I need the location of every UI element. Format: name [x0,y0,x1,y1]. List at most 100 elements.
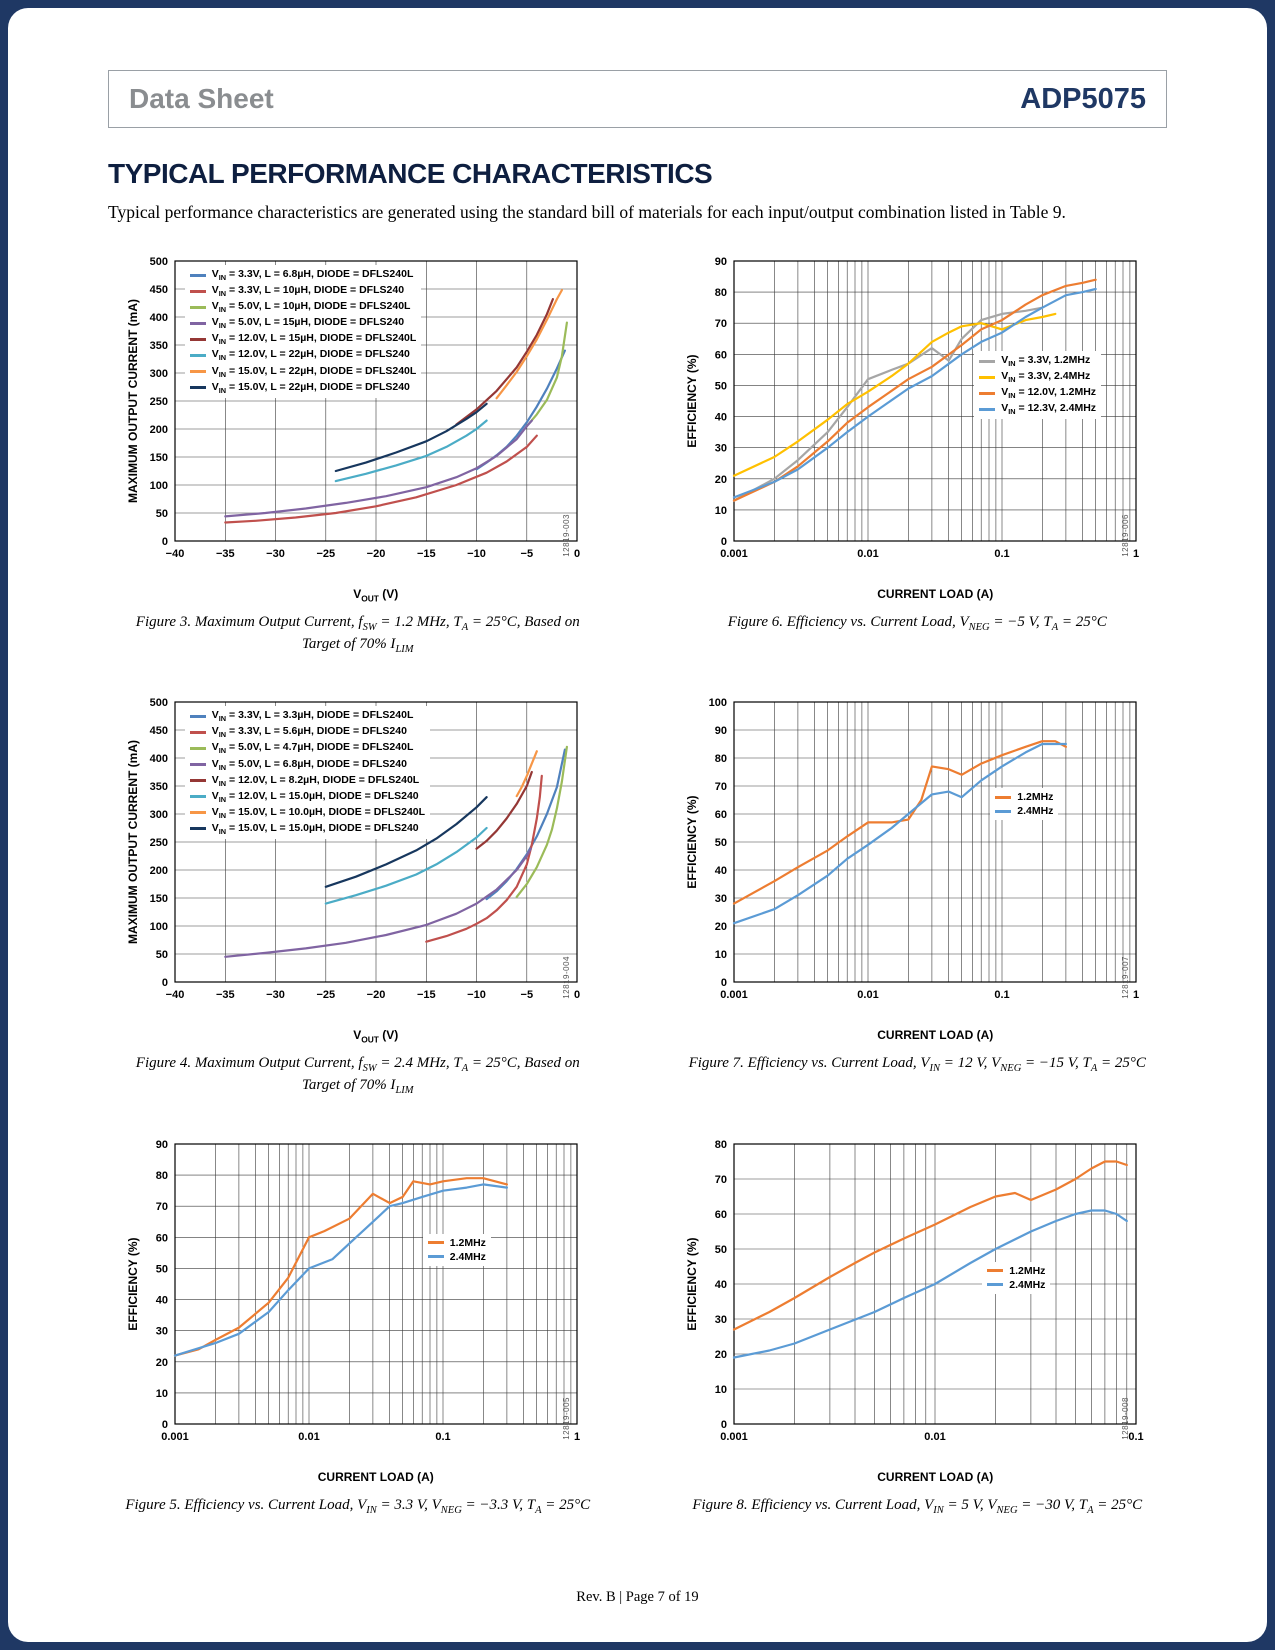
legend-item: VIN = 15.0V, L = 22µH, DIODE = DFLS240L [189,364,417,379]
svg-text:150: 150 [149,452,167,464]
intro-paragraph: Typical performance characteristics are … [108,202,1066,222]
legend-swatch [189,289,206,293]
legend-swatch [427,1255,444,1259]
svg-text:250: 250 [149,837,167,849]
legend-label: VIN = 15.0V, L = 15.0µH, DIODE = DFLS240 [211,821,419,837]
chart-legend: VIN = 3.3V, L = 3.3µH, DIODE = DFLS240L V… [184,706,431,840]
figure-3-chart: −40 −35 −30 −25 −20 −15 −10 −5 0 0 50 100 150 200 250 3… [123,251,593,603]
svg-text:20: 20 [715,1349,727,1361]
legend-label: VIN = 12.0V, L = 15µH, DIODE = DFLS240L [211,332,417,347]
legend-swatch [995,795,1012,799]
svg-text:0: 0 [162,1419,168,1431]
legend-item: VIN = 12.3V, 2.4MHz [979,402,1096,416]
legend-item: VIN = 3.3V, L = 5.6µH, DIODE = DFLS240 [189,725,425,739]
legend-label: VIN = 12.0V, 1.2MHz [1001,386,1097,401]
figure-3-caption: Figure 3. Maximum Output Current, fSW = … [135,614,580,655]
svg-text:90: 90 [715,256,727,268]
chart-svg: 0.001 0.01 0.1 0 10 20 30 40 50 60 70 80 EFFICIENCY … [685,1139,1144,1443]
svg-text:40: 40 [715,1279,727,1291]
x-axis-label: CURRENT LOAD (A) [877,1469,994,1484]
svg-text:0: 0 [721,977,727,989]
figure-id-watermark: 12819-007 [1121,955,1131,999]
legend-swatch [987,1269,1004,1273]
svg-text:−5: −5 [520,989,533,1001]
svg-text:50: 50 [156,1263,168,1275]
legend-label: 2.4MHz [449,1250,486,1263]
legend-swatch [189,386,206,390]
legend-swatch [189,370,206,374]
legend-label: VIN = 3.3V, L = 6.8µH, DIODE = DFLS240L [211,268,414,283]
legend-swatch [189,795,206,799]
legend-item: 1.2MHz [987,1265,1045,1277]
svg-text:0: 0 [721,1419,727,1431]
legend-label: VIN = 12.0V, L = 15.0µH, DIODE = DFLS240 [211,789,419,804]
svg-text:60: 60 [156,1232,168,1244]
svg-text:0.001: 0.001 [720,989,748,1001]
svg-text:50: 50 [715,380,727,392]
chart-legend: 1.2MHz 2.4MHz [990,788,1059,821]
svg-text:1: 1 [574,1431,580,1443]
svg-text:40: 40 [715,865,727,877]
figure-id-watermark: 12819-004 [561,955,571,999]
figure-7-chart: 0.001 0.01 0.1 1 0 10 20 30 40 50 60 70 80 90 100 EFFIC… [682,692,1152,1044]
svg-text:−40: −40 [165,989,184,1001]
svg-text:70: 70 [715,781,727,793]
legend-swatch [189,337,206,341]
figure-id-watermark: 12819-003 [561,514,571,557]
svg-text:0: 0 [721,536,727,548]
legend-swatch [979,359,996,363]
svg-text:90: 90 [156,1139,168,1151]
legend-swatch [189,321,206,325]
legend-label: VIN = 12.0V, L = 8.2µH, DIODE = DFLS240L [211,773,420,788]
legend-swatch [979,391,996,395]
svg-text:0.001: 0.001 [720,548,748,560]
page-footer: Rev. B | Page 7 of 19 [576,1589,699,1605]
svg-text:40: 40 [715,412,727,424]
svg-text:−20: −20 [366,989,385,1001]
section-title: TYPICAL PERFORMANCE CHARACTERISTICS [108,158,713,189]
svg-text:0.1: 0.1 [1129,1431,1144,1443]
chart-legend: VIN = 3.3V, L = 6.8µH, DIODE = DFLS240L V… [184,265,422,398]
figure-7-caption: Figure 7. Efficiency vs. Current Load, V… [688,1055,1146,1075]
svg-text:30: 30 [715,1314,727,1326]
svg-text:400: 400 [149,312,167,324]
figure-7: 0.001 0.01 0.1 1 0 10 20 30 40 50 60 70 80 90 100 EFFIC… [668,692,1168,1097]
svg-text:500: 500 [149,256,167,268]
page-header: Data Sheet ADP5075 [108,70,1167,128]
legend-label: VIN = 12.3V, 2.4MHz [1001,402,1097,417]
legend-item: VIN = 3.3V, L = 6.8µH, DIODE = DFLS240L [189,268,417,283]
legend-swatch [189,747,206,751]
svg-text:30: 30 [715,443,727,455]
legend-label: 2.4MHz [1009,1278,1046,1291]
figure-4: −40 −35 −30 −25 −20 −15 −10 −5 0 0 50 100 150 200 250 3… [108,692,608,1097]
svg-text:−10: −10 [467,548,486,560]
svg-text:−20: −20 [366,548,385,560]
legend-item: VIN = 3.3V, 1.2MHz [979,354,1096,368]
svg-text:0: 0 [574,548,580,560]
legend-label: VIN = 15.0V, L = 22µH, DIODE = DFLS240L [211,364,417,379]
legend-label: VIN = 3.3V, L = 10µH, DIODE = DFLS240 [211,284,405,299]
svg-text:EFFICIENCY (%): EFFICIENCY (%) [685,1237,699,1330]
svg-text:10: 10 [715,505,727,517]
svg-text:−40: −40 [165,548,184,560]
svg-text:0.01: 0.01 [298,1431,319,1443]
chart-svg: 0.001 0.01 0.1 10102030405060708090EFFICIEN… [126,1139,580,1443]
figure-6: 0.001 0.01 0.1 1 0 10 20 30 40 50 60 70 80 90 EFFICIEN… [668,251,1168,656]
svg-text:400: 400 [149,753,167,765]
legend-swatch [189,763,206,767]
legend-item: 2.4MHz [427,1250,486,1263]
svg-text:1: 1 [1133,548,1139,560]
svg-text:80: 80 [715,1139,727,1151]
svg-text:60: 60 [715,349,727,361]
svg-text:100: 100 [149,921,167,933]
svg-text:200: 200 [149,424,167,436]
legend-item: VIN = 12.0V, L = 15µH, DIODE = DFLS240L [189,332,417,347]
legend-item: VIN = 5.0V, L = 6.8µH, DIODE = DFLS240 [189,758,425,772]
svg-text:30: 30 [715,893,727,905]
svg-text:60: 60 [715,809,727,821]
svg-text:250: 250 [149,396,167,408]
legend-swatch [987,1283,1004,1287]
figure-6-caption: Figure 6. Efficiency vs. Current Load, V… [727,614,1107,633]
x-axis-label: CURRENT LOAD (A) [877,587,994,601]
svg-text:150: 150 [149,893,167,905]
